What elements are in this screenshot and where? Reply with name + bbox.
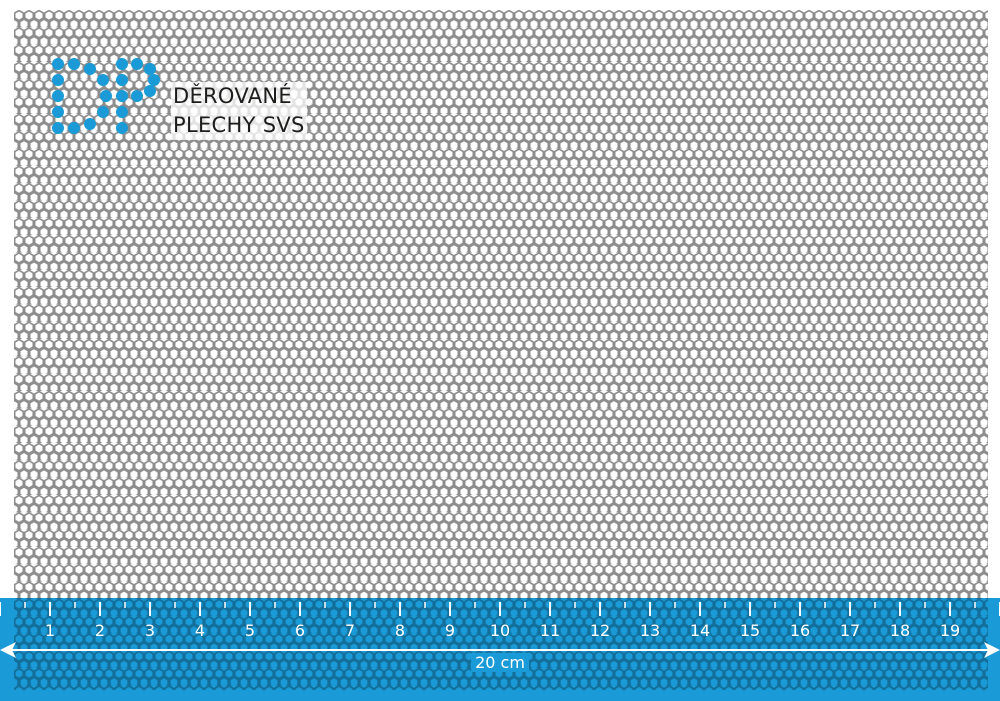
logo-dot: [84, 63, 96, 75]
ruler-label: 14: [689, 621, 711, 640]
logo-dot: [52, 122, 64, 134]
ruler-label: 9: [444, 621, 456, 640]
arrow-left-icon: [0, 642, 16, 658]
arrow-right-icon: [984, 642, 1000, 658]
logo-dot: [97, 74, 109, 86]
brand-line-1: DĚROVANÉ: [173, 84, 292, 108]
logo-dot: [84, 118, 96, 130]
logo-dot: [97, 106, 109, 118]
logo-dot: [52, 58, 64, 70]
logo-dot: [148, 74, 160, 86]
brand-line-2: PLECHY SVS: [173, 113, 305, 137]
logo-dot: [116, 58, 128, 70]
logo-dot: [52, 74, 64, 86]
ruler-label: 18: [889, 621, 911, 640]
total-length-label: 20 cm: [471, 653, 529, 672]
logo-dot: [116, 90, 128, 102]
logo-dot: [131, 90, 143, 102]
ruler-label: 11: [539, 621, 561, 640]
logo-dot: [68, 58, 80, 70]
ruler-label: 12: [589, 621, 611, 640]
ruler-label: 2: [94, 621, 106, 640]
ruler-label: 16: [789, 621, 811, 640]
logo-dot: [144, 63, 156, 75]
logo-dot: [116, 106, 128, 118]
logo-dot: [100, 90, 112, 102]
ruler-ticks: [0, 602, 1000, 616]
logo-dot: [144, 85, 156, 97]
logo-dot: [68, 122, 80, 134]
ruler-label: 1: [44, 621, 56, 640]
ruler-label: 19: [939, 621, 961, 640]
ruler-label: 4: [194, 621, 206, 640]
logo-dot: [116, 74, 128, 86]
ruler-label: 3: [144, 621, 156, 640]
sheet-pattern: [14, 10, 988, 600]
ruler-label: 6: [294, 621, 306, 640]
logo-dot: [52, 106, 64, 118]
ruler-label: 5: [244, 621, 256, 640]
ruler-label: 8: [394, 621, 406, 640]
brand-name: DĚROVANÉ PLECHY SVS: [171, 82, 307, 140]
logo-dot: [52, 90, 64, 102]
ruler-label: 10: [489, 621, 511, 640]
ruler-label: 13: [639, 621, 661, 640]
logo-dot: [116, 122, 128, 134]
logo-dot: [131, 58, 143, 70]
dp-logo: [52, 58, 160, 134]
ruler-label: 17: [839, 621, 861, 640]
ruler-label: 7: [344, 621, 356, 640]
ruler-label: 15: [739, 621, 761, 640]
